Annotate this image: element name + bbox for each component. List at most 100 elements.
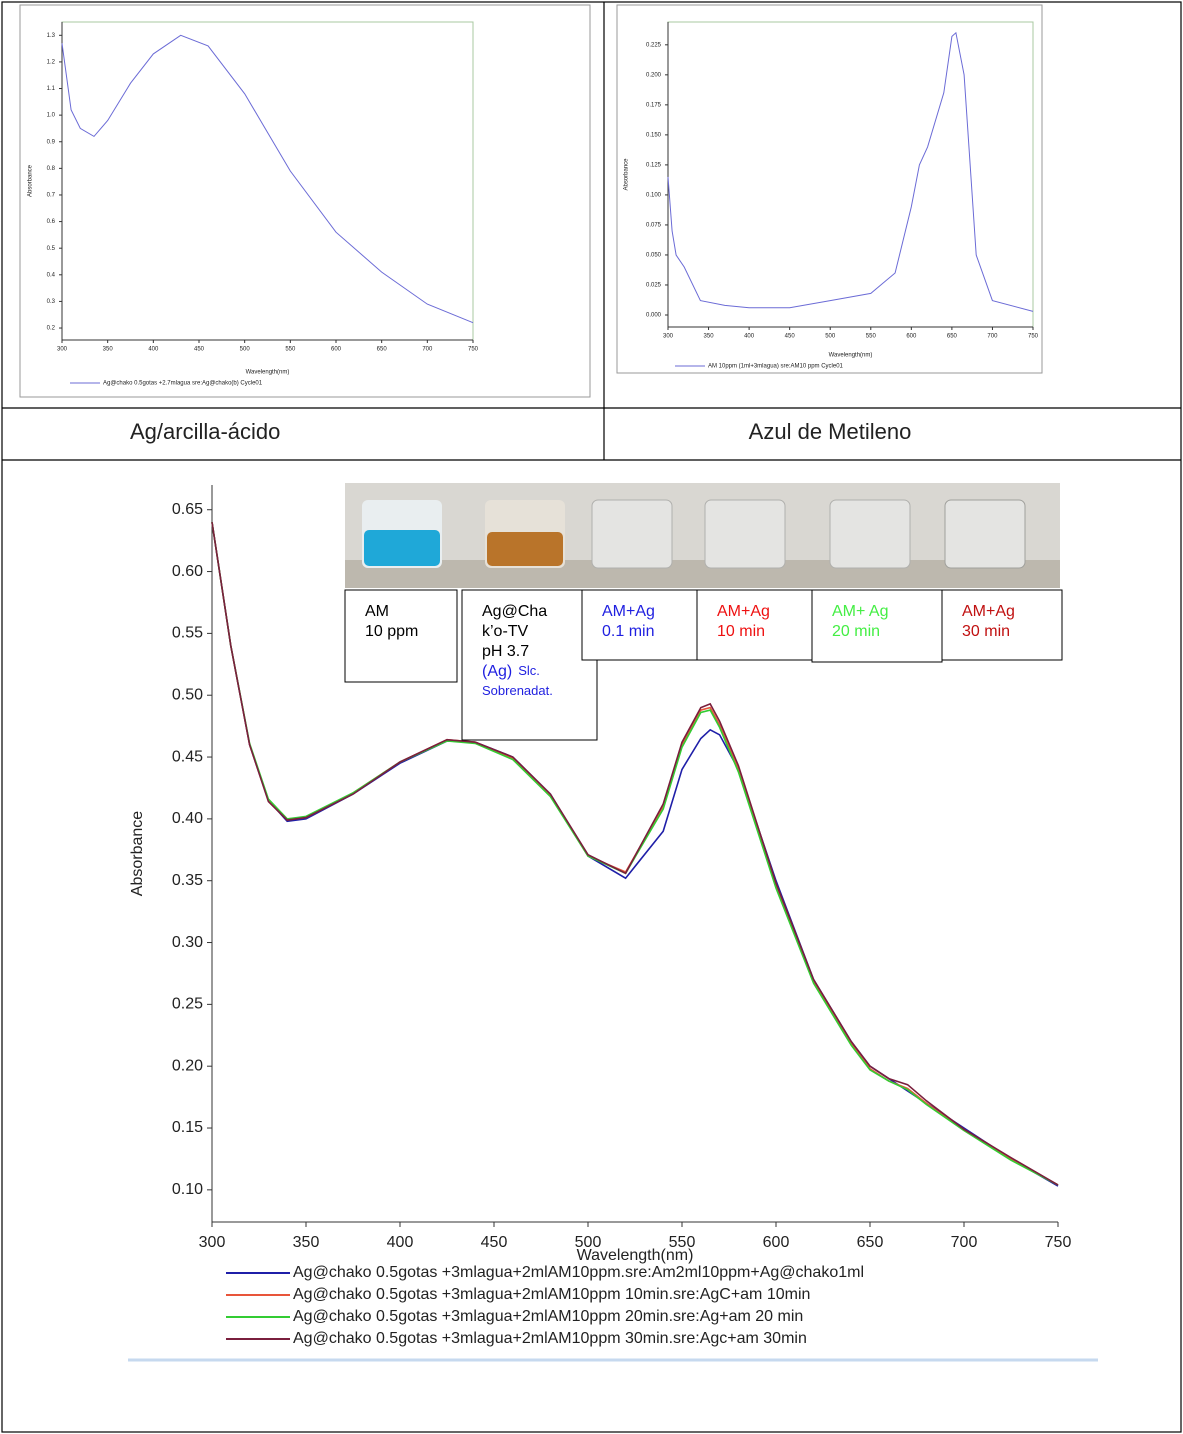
y-tick-label: 0.9 bbox=[47, 139, 56, 145]
y-tick-label: 0.60 bbox=[172, 563, 203, 580]
y-tick-label: 1.1 bbox=[47, 86, 56, 92]
annotation-text: 10 ppm bbox=[365, 623, 418, 640]
vial bbox=[704, 499, 786, 569]
y-tick-label: 0.4 bbox=[47, 272, 56, 278]
x-tick-label: 650 bbox=[947, 334, 958, 340]
vial bbox=[944, 499, 1026, 569]
x-tick-label: 750 bbox=[1045, 1234, 1072, 1251]
y-tick-label: 0.10 bbox=[172, 1181, 203, 1198]
y-tick-label: 1.0 bbox=[47, 113, 56, 119]
y-tick-label: 0.20 bbox=[172, 1057, 203, 1074]
annotation-run: (Ag) bbox=[482, 663, 512, 680]
series-line bbox=[211, 521, 1059, 1186]
annotation-run: 0.1 min bbox=[602, 623, 654, 640]
image-frame bbox=[616, 4, 1043, 374]
x-tick-label: 350 bbox=[704, 334, 715, 340]
annotation-text: AM+Ag bbox=[962, 603, 1015, 620]
annotation-box bbox=[581, 589, 698, 661]
y-tick-label: 0.65 bbox=[172, 501, 203, 518]
annotation-run: Sobrenadat. bbox=[482, 683, 553, 698]
x-tick-label: 650 bbox=[857, 1234, 884, 1251]
annotation-box bbox=[344, 589, 458, 683]
annotation-text: AM+Ag bbox=[717, 603, 770, 620]
y-axis-label: Absorbance bbox=[129, 811, 146, 896]
legend-label: Ag@chako 0.5gotas +3mlagua+2mlAM10ppm 20… bbox=[293, 1308, 803, 1325]
vial bbox=[829, 499, 911, 569]
x-tick-label: 600 bbox=[906, 334, 917, 340]
y-tick-label: 0.3 bbox=[47, 299, 56, 305]
y-tick-label: 0.40 bbox=[172, 810, 203, 827]
annotation-run: 20 min bbox=[832, 623, 880, 640]
annotation-text: AM+Ag bbox=[602, 603, 655, 620]
image-frame bbox=[19, 4, 591, 398]
x-tick-label: 550 bbox=[866, 334, 877, 340]
x-tick-label: 650 bbox=[377, 347, 388, 353]
annotation-run: Ag@Cha bbox=[482, 603, 547, 620]
x-tick-label: 700 bbox=[422, 347, 433, 353]
y-tick-label: 0.50 bbox=[172, 686, 203, 703]
legend-label: AM 10ppm (1ml+3mlagua) sre:AM10 ppm Cycl… bbox=[708, 364, 844, 370]
y-tick-label: 0.175 bbox=[646, 102, 662, 108]
annotation-text: (Ag) Slc. bbox=[482, 663, 540, 680]
annotation-run: 10 ppm bbox=[365, 623, 418, 640]
y-tick-label: 0.7 bbox=[47, 193, 56, 199]
legend-label: Ag@chako 0.5gotas +2.7mlagua sre:Ag@chak… bbox=[103, 381, 263, 387]
x-tick-label: 450 bbox=[194, 347, 205, 353]
x-tick-label: 300 bbox=[663, 334, 674, 340]
annotation-run: k’o-TV bbox=[482, 623, 529, 640]
x-tick-label: 350 bbox=[103, 347, 114, 353]
annotation-box bbox=[461, 589, 598, 741]
y-tick-label: 0.200 bbox=[646, 72, 662, 78]
y-tick-label: 0.100 bbox=[646, 192, 662, 198]
x-tick-label: 600 bbox=[763, 1234, 790, 1251]
x-axis-label: Wavelength(nm) bbox=[829, 353, 873, 359]
x-tick-label: 500 bbox=[240, 347, 251, 353]
caption: Azul de Metileno bbox=[749, 419, 912, 444]
series-line bbox=[211, 521, 1059, 1187]
y-axis-label: Absorbance bbox=[624, 158, 630, 191]
y-tick-label: 0.45 bbox=[172, 748, 203, 765]
vial-liquid bbox=[364, 530, 440, 566]
x-tick-label: 550 bbox=[285, 347, 296, 353]
annotation-text: AM+ Ag bbox=[832, 603, 888, 620]
x-tick-label: 750 bbox=[1028, 334, 1039, 340]
y-tick-label: 0.55 bbox=[172, 625, 203, 642]
photo bbox=[345, 483, 1060, 588]
x-tick-label: 700 bbox=[951, 1234, 978, 1251]
y-tick-label: 0.075 bbox=[646, 223, 662, 229]
annotation-run: AM+ Ag bbox=[832, 603, 888, 620]
y-tick-label: 0.225 bbox=[646, 42, 662, 48]
annotation-run: 10 min bbox=[717, 623, 765, 640]
y-tick-label: 1.3 bbox=[47, 33, 56, 39]
x-tick-label: 300 bbox=[57, 347, 68, 353]
y-tick-label: 0.150 bbox=[646, 132, 662, 138]
y-tick-label: 0.30 bbox=[172, 934, 203, 951]
legend-label: Ag@chako 0.5gotas +3mlagua+2mlAM10ppm 30… bbox=[293, 1330, 807, 1347]
x-tick-label: 600 bbox=[331, 347, 342, 353]
legend-label: Ag@chako 0.5gotas +3mlagua+2mlAM10ppm 10… bbox=[293, 1286, 810, 1303]
x-tick-label: 750 bbox=[468, 347, 479, 353]
y-tick-label: 0.25 bbox=[172, 996, 203, 1013]
annotation-run: AM+Ag bbox=[602, 603, 655, 620]
x-tick-label: 500 bbox=[575, 1234, 602, 1251]
x-tick-label: 400 bbox=[387, 1234, 414, 1251]
x-tick-label: 450 bbox=[785, 334, 796, 340]
y-tick-label: 0.050 bbox=[646, 253, 662, 259]
annotation-text: AM bbox=[365, 603, 389, 620]
y-tick-label: 0.6 bbox=[47, 219, 56, 225]
y-tick-label: 0.8 bbox=[47, 166, 56, 172]
y-tick-label: 0.5 bbox=[47, 246, 56, 252]
x-tick-label: 700 bbox=[987, 334, 998, 340]
x-tick-label: 400 bbox=[744, 334, 755, 340]
x-axis-label: Wavelength(nm) bbox=[577, 1247, 694, 1264]
x-tick-label: 300 bbox=[199, 1234, 226, 1251]
annotation-run: Slc. bbox=[518, 663, 540, 678]
annotation-text: 30 min bbox=[962, 623, 1010, 640]
x-tick-label: 450 bbox=[481, 1234, 508, 1251]
y-axis-label: Absorbance bbox=[28, 164, 34, 197]
x-tick-label: 350 bbox=[293, 1234, 320, 1251]
series-line bbox=[667, 31, 1034, 312]
